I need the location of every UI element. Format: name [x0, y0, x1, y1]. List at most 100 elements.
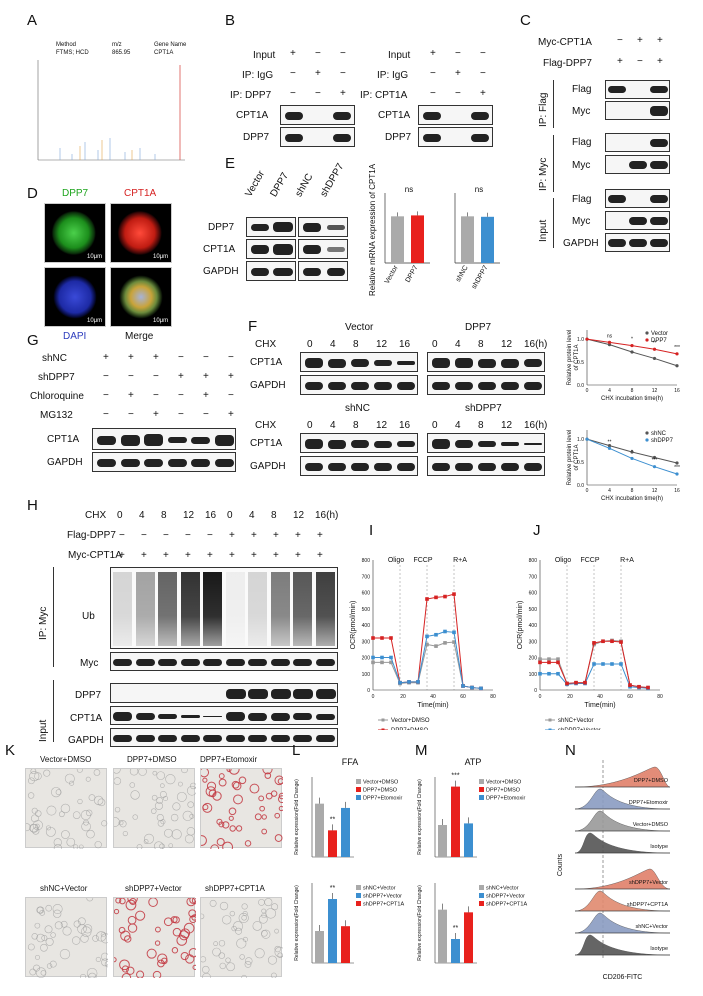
e-tick-label: Vector — [384, 264, 400, 285]
k-cell — [46, 805, 57, 816]
bar — [341, 926, 350, 963]
h-band — [248, 712, 267, 721]
f-point — [607, 343, 612, 347]
ocr-ylabel: OCR(pmol/min) — [350, 601, 357, 650]
k-cell — [192, 964, 198, 970]
k-cell — [45, 937, 54, 946]
ocr-point — [610, 662, 614, 666]
h-sign: − — [163, 530, 169, 541]
k-cell — [218, 778, 227, 787]
f-point — [675, 364, 679, 368]
ocr-point — [556, 671, 560, 676]
h-blot-dpp7 — [110, 683, 338, 703]
k-cell — [80, 973, 87, 981]
f-group-label: shDPP7 — [465, 403, 502, 414]
bar-legend-swatch — [356, 779, 361, 784]
f-band — [305, 463, 323, 471]
c-blot — [605, 80, 670, 99]
h-ub-smear — [203, 572, 222, 646]
k-cell — [228, 815, 234, 821]
k-cell — [176, 935, 188, 946]
k-cell — [160, 783, 165, 788]
k-cell — [59, 948, 71, 960]
b-sign: + — [430, 48, 436, 59]
e-col-vector: Vector — [243, 168, 268, 199]
b-blot-dpp7-left — [280, 127, 355, 147]
h-blot-cpt1a — [110, 706, 338, 725]
f-legend-label: DPP7 — [651, 338, 667, 344]
ocr-xlabel: Time(min) — [584, 702, 615, 709]
k-cell — [254, 813, 262, 821]
e-blot — [298, 261, 348, 281]
f-blot-cpt1a — [427, 352, 545, 372]
bar — [451, 939, 460, 963]
h-band — [225, 735, 245, 742]
k-cell — [233, 921, 244, 932]
b-sign: − — [290, 68, 296, 79]
k-image-shdpp7-cpt1a — [198, 897, 286, 982]
spectrum-col3-value: CPT1A — [154, 50, 174, 56]
bar-legend-swatch — [479, 885, 484, 890]
ocr-xtick: 80 — [490, 694, 496, 700]
bar-legend-label: shDPP7+Vector — [486, 894, 525, 900]
f-legend-marker — [645, 338, 649, 342]
h-band-label: Myc — [80, 658, 99, 669]
h-band — [315, 735, 335, 742]
k-cell — [125, 899, 137, 911]
k-cell — [159, 790, 167, 798]
ocr-ytick: 0 — [367, 688, 370, 694]
h-band — [293, 713, 312, 720]
f-band — [455, 440, 473, 448]
k-cell — [212, 791, 222, 801]
bar-ylabel: Relative expression(Fold Change) — [417, 779, 423, 855]
k-cell — [186, 827, 196, 836]
ocr-ytick: 0 — [534, 688, 537, 694]
k-cell — [170, 813, 179, 822]
k-cell-texture — [27, 894, 111, 982]
ocr-xtick: 60 — [460, 694, 466, 700]
k-cell — [274, 834, 283, 842]
g-sign: + — [178, 371, 184, 382]
ocr-legend-marker — [381, 718, 385, 722]
e-col-dpp7: DPP7 — [268, 170, 292, 199]
ocr-point — [380, 660, 384, 665]
g-row-label: Chloroquine — [30, 391, 84, 402]
g-row-label: shNC — [42, 353, 68, 364]
h-sign: + — [185, 550, 191, 561]
e-bar — [411, 215, 424, 263]
k-cell — [202, 965, 210, 974]
k-cell — [186, 897, 196, 907]
k-cell — [222, 915, 232, 925]
g-sign: − — [228, 352, 234, 363]
k-cell — [154, 801, 163, 810]
k-cell-texture — [109, 765, 197, 851]
b-sign: − — [455, 48, 461, 59]
k-cell — [146, 948, 157, 959]
k-cell-texture — [196, 763, 286, 854]
f-xtick: 8 — [631, 488, 634, 494]
b-row-igg-right: IP: IgG — [377, 70, 409, 81]
k-cell — [196, 835, 207, 846]
k-cell — [71, 936, 81, 945]
f-sig: *** — [674, 465, 680, 471]
f-band — [374, 463, 392, 471]
spectrum-col3-header: Gene Name — [154, 42, 187, 48]
ocr-point — [628, 683, 632, 687]
k-cell — [165, 774, 176, 785]
ocr-xtick: 40 — [597, 694, 603, 700]
f-band — [455, 463, 473, 471]
g-band-label: GAPDH — [47, 457, 83, 468]
n-histogram — [574, 766, 671, 788]
k-cell — [259, 805, 265, 812]
g-band — [214, 434, 234, 446]
h-band — [180, 735, 200, 742]
g-sign: + — [228, 409, 234, 420]
ocr-point — [646, 685, 650, 690]
k-label: shNC+Vector — [40, 884, 88, 893]
f-band-label: CPT1A — [250, 357, 283, 368]
ocr-marker-label: FCCP — [413, 557, 432, 564]
f-xtick: 16 — [674, 388, 680, 394]
f-band — [478, 358, 496, 368]
g-sign: − — [178, 352, 184, 363]
b-band-label: DPP7 — [243, 132, 270, 143]
